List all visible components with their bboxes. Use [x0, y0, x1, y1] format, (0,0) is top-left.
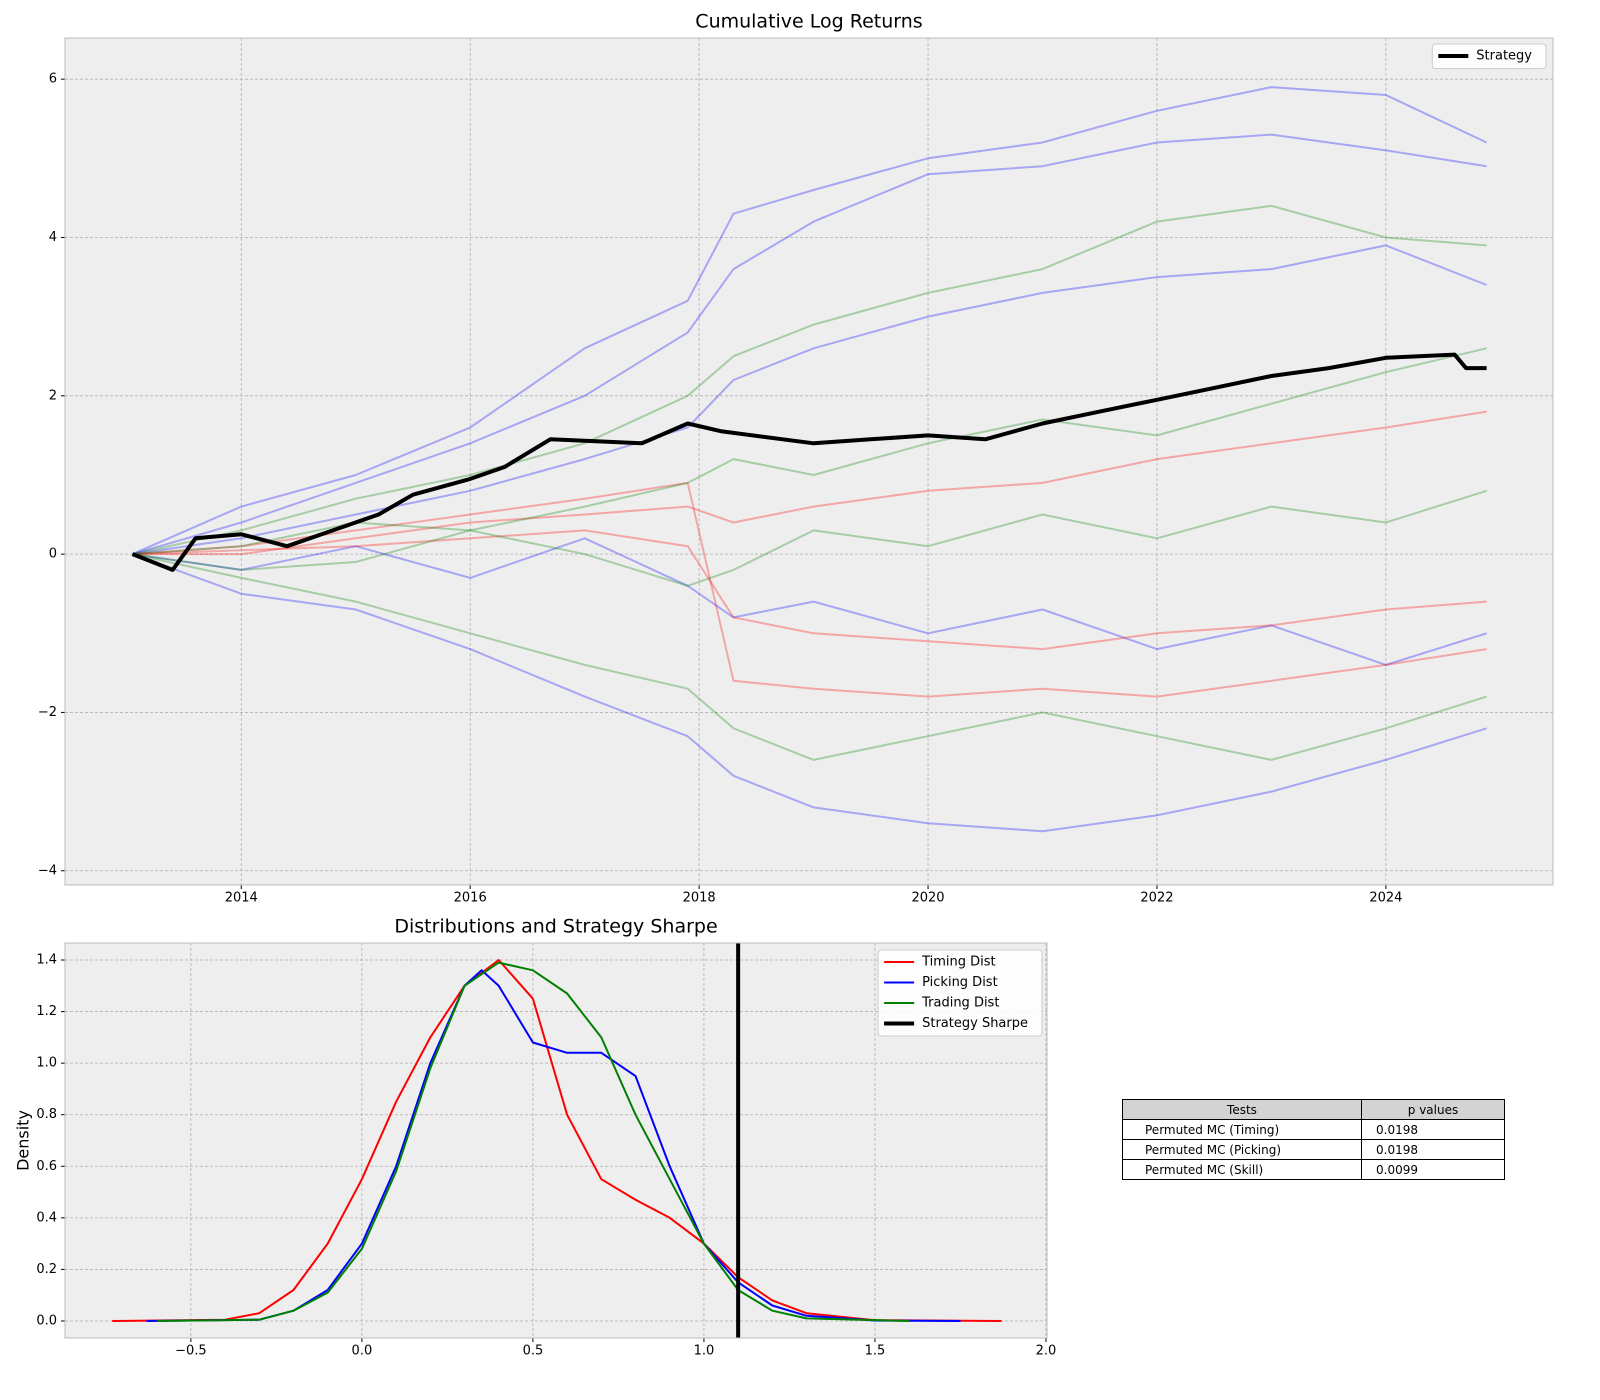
y-tick-label: 0.8 — [36, 1107, 57, 1122]
legend-label: Trading Dist — [921, 996, 999, 1011]
x-tick-label: 2.0 — [1036, 1344, 1057, 1359]
series-line — [132, 347, 1487, 556]
plot-lines — [112, 943, 1002, 1338]
series-line — [132, 410, 1487, 556]
header-cell: p values — [1361, 1099, 1505, 1120]
x-tick-label: 2018 — [683, 891, 716, 906]
x-tick-label: 2014 — [225, 891, 258, 906]
x-tick-label: 2024 — [1369, 891, 1402, 906]
x-tick-label: 2016 — [454, 891, 487, 906]
y-tick-label: 1.0 — [36, 1056, 57, 1071]
table-row: Permuted MC (Skill) 0.0099 — [1122, 1159, 1505, 1180]
p-value-cell: 0.0198 — [1361, 1139, 1505, 1160]
y-tick-label: 0.2 — [36, 1262, 57, 1277]
plot-frame — [64, 37, 1554, 886]
y-axis-label: Density — [14, 1110, 33, 1171]
p-value-table: Tests p values Permuted MC (Timing) 0.019… — [1122, 1099, 1505, 1180]
series-line — [132, 553, 1487, 833]
y-tick-label: −2 — [38, 705, 57, 720]
legend: Strategy — [1431, 43, 1547, 69]
y-tick-label: −4 — [38, 863, 57, 878]
x-tick-label: 2020 — [911, 891, 944, 906]
x-tick-label: 1.0 — [694, 1344, 715, 1359]
y-tick-label: 4 — [49, 230, 57, 245]
series-line — [132, 204, 1487, 556]
x-tick-label: −0.5 — [175, 1344, 207, 1359]
table-row: Permuted MC (Picking) 0.0198 — [1122, 1139, 1505, 1160]
x-tick-label: 0.5 — [523, 1344, 544, 1359]
series-line — [132, 537, 1487, 666]
series-line — [131, 352, 1487, 572]
y-tick-label: 1.4 — [36, 953, 57, 968]
header-cell: Tests — [1122, 1099, 1362, 1120]
series-line — [132, 553, 1487, 761]
legend-label: Timing Dist — [921, 955, 996, 970]
p-value-cell: 0.0099 — [1361, 1159, 1505, 1180]
y-tick-label: 2 — [49, 388, 57, 403]
plot-area — [65, 38, 1553, 885]
plot-lines — [131, 86, 1488, 833]
legend: Timing Dist Picking Dist Trading Dist Strat… — [877, 949, 1043, 1037]
series-line — [146, 969, 961, 1322]
legend-label: Strategy — [1476, 49, 1532, 64]
plot-frame — [64, 942, 1048, 1339]
test-cell: Permuted MC (Timing) — [1122, 1119, 1362, 1140]
series-line — [132, 86, 1488, 556]
test-cell: Permuted MC (Picking) — [1122, 1139, 1362, 1160]
legend-label: Strategy Sharpe — [922, 1016, 1028, 1031]
series-line — [112, 959, 1002, 1322]
series-line — [132, 133, 1487, 556]
x-tick-label: 0.0 — [352, 1344, 373, 1359]
chart-title: Distributions and Strategy Sharpe — [394, 916, 717, 938]
y-tick-label: 0 — [49, 547, 57, 562]
table-row: Permuted MC (Timing) 0.0198 — [1122, 1119, 1505, 1140]
y-tick-label: 0.0 — [36, 1313, 57, 1328]
legend-box — [1431, 43, 1547, 69]
series-line — [132, 244, 1487, 556]
y-tick-label: 1.2 — [36, 1004, 57, 1019]
series-line — [132, 489, 1487, 587]
table-header: Tests p values — [1122, 1099, 1505, 1120]
series-line — [132, 529, 1487, 651]
y-tick-label: 6 — [49, 72, 57, 87]
legend-box — [877, 949, 1043, 1037]
x-tick-label: 1.5 — [865, 1344, 886, 1359]
series-line — [132, 481, 1487, 698]
test-cell: Permuted MC (Skill) — [1122, 1159, 1362, 1180]
y-tick-label: 0.4 — [36, 1210, 57, 1225]
x-tick-label: 2022 — [1140, 891, 1173, 906]
chart-title: Cumulative Log Returns — [695, 11, 922, 33]
y-tick-label: 0.6 — [36, 1159, 57, 1174]
legend-label: Picking Dist — [922, 975, 998, 990]
p-value-cell: 0.0198 — [1361, 1119, 1505, 1140]
